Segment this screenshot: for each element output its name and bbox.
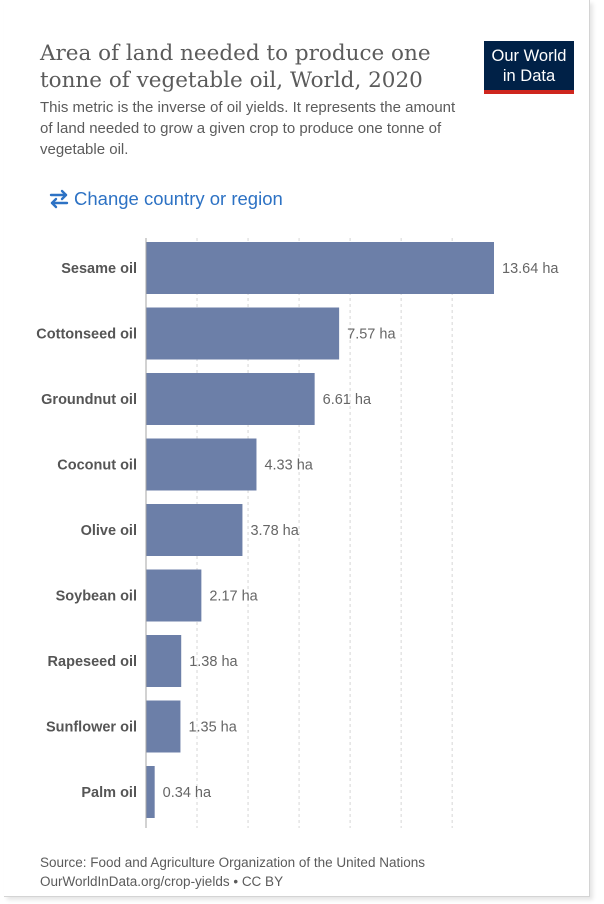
category-label: Groundnut oil bbox=[41, 392, 137, 408]
bar bbox=[146, 635, 182, 687]
bar bbox=[146, 373, 315, 425]
chart-title: Area of land needed to produce one tonne… bbox=[40, 41, 431, 93]
bar bbox=[146, 700, 181, 753]
category-label: Coconut oil bbox=[57, 458, 137, 474]
logo-line-2: in Data bbox=[502, 67, 556, 85]
bar bbox=[146, 504, 243, 556]
license-label: CC BY bbox=[241, 874, 284, 889]
bar bbox=[146, 242, 494, 294]
value-label: 7.57 ha bbox=[347, 327, 396, 343]
footer-links: OurWorldInData.org/crop-yields • CC BY bbox=[40, 874, 284, 889]
logo-line-1: Our World bbox=[491, 47, 567, 65]
value-label: 1.35 ha bbox=[188, 720, 237, 736]
bar bbox=[146, 569, 202, 622]
change-region-button[interactable]: Change country or region bbox=[48, 186, 283, 212]
value-label: 3.78 ha bbox=[250, 523, 299, 539]
category-label: Rapeseed oil bbox=[48, 654, 137, 670]
bar-chart: Sesame oil 13.64 ha Cottonseed oil 7.57 ha G… bbox=[36, 238, 559, 828]
category-label: Cottonseed oil bbox=[36, 327, 137, 343]
bar bbox=[146, 438, 257, 491]
owid-logo[interactable]: Our World in Data bbox=[484, 41, 574, 94]
category-label: Palm oil bbox=[81, 785, 137, 801]
category-label: Sesame oil bbox=[61, 261, 137, 277]
value-label: 13.64 ha bbox=[502, 261, 559, 277]
swap-arrows-icon bbox=[49, 189, 69, 209]
bar bbox=[146, 307, 340, 360]
change-region-label: Change country or region bbox=[74, 188, 283, 209]
category-label: Sunflower oil bbox=[46, 720, 137, 736]
chart-subtitle: This metric is the inverse of oil yields… bbox=[40, 99, 456, 158]
value-label: 2.17 ha bbox=[209, 589, 258, 605]
category-label: Soybean oil bbox=[56, 589, 137, 605]
category-label: Olive oil bbox=[81, 523, 137, 539]
bar bbox=[146, 766, 155, 818]
source-link[interactable]: OurWorldInData.org/crop-yields bbox=[40, 874, 230, 889]
chart-footer: Source: Food and Agriculture Organizatio… bbox=[40, 853, 560, 891]
source-text: Source: Food and Agriculture Organizatio… bbox=[40, 855, 425, 870]
value-label: 0.34 ha bbox=[163, 785, 212, 801]
chart-card: Area of land needed to produce one tonne… bbox=[4, 0, 590, 897]
value-label: 1.38 ha bbox=[189, 654, 238, 670]
value-label: 6.61 ha bbox=[323, 392, 372, 408]
value-label: 4.33 ha bbox=[264, 458, 313, 474]
